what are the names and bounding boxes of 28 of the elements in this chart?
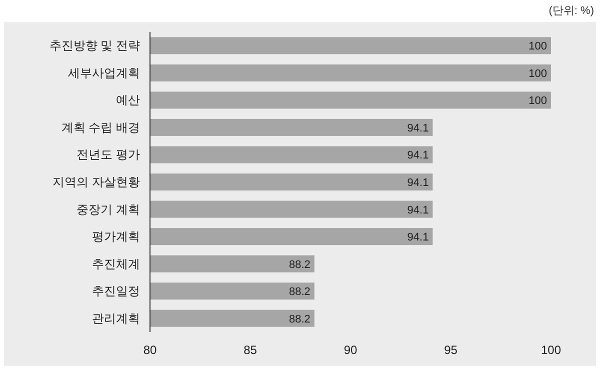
x-tick-label: 90 — [344, 343, 358, 357]
y-tick-label: 세부사업계획 — [68, 66, 140, 80]
text: (단위: %) — [548, 5, 594, 17]
y-tick-label: 전년도 평가 — [76, 148, 140, 162]
x-tick-label: 80 — [143, 343, 157, 357]
y-tick-label: 추진방향 및 전략 — [49, 38, 140, 53]
data-label: 94.1 — [407, 204, 429, 216]
data-label: 100 — [528, 68, 547, 80]
x-tick-label: 95 — [444, 343, 458, 357]
data-label: 88.2 — [288, 313, 310, 326]
data-label: 88.2 — [288, 258, 310, 271]
y-tick-label: 계획 수립 배경 — [61, 120, 140, 134]
data-label: 100 — [528, 95, 547, 108]
y-tick-label: 중장기 계획 — [76, 202, 140, 216]
data-label: 88.2 — [288, 286, 310, 298]
data-label: 94.1 — [407, 150, 429, 162]
y-tick-label: 추진체계 — [92, 256, 140, 271]
y-tick-label: 지역의 자살현황 — [52, 175, 140, 189]
y-tick-label: 관리계획 — [92, 311, 140, 326]
x-tick-label: 85 — [244, 343, 258, 357]
y-tick-label: 추진일정 — [92, 284, 140, 298]
y-tick-label: 평가계획 — [92, 230, 140, 244]
data-label: 94.1 — [407, 177, 429, 189]
data-label: 100 — [528, 40, 547, 53]
y-tick-label: 예산 — [116, 93, 140, 108]
x-tick-label: 100 — [540, 343, 562, 357]
data-label: 94.1 — [407, 232, 429, 244]
data-label: 94.1 — [407, 122, 429, 134]
